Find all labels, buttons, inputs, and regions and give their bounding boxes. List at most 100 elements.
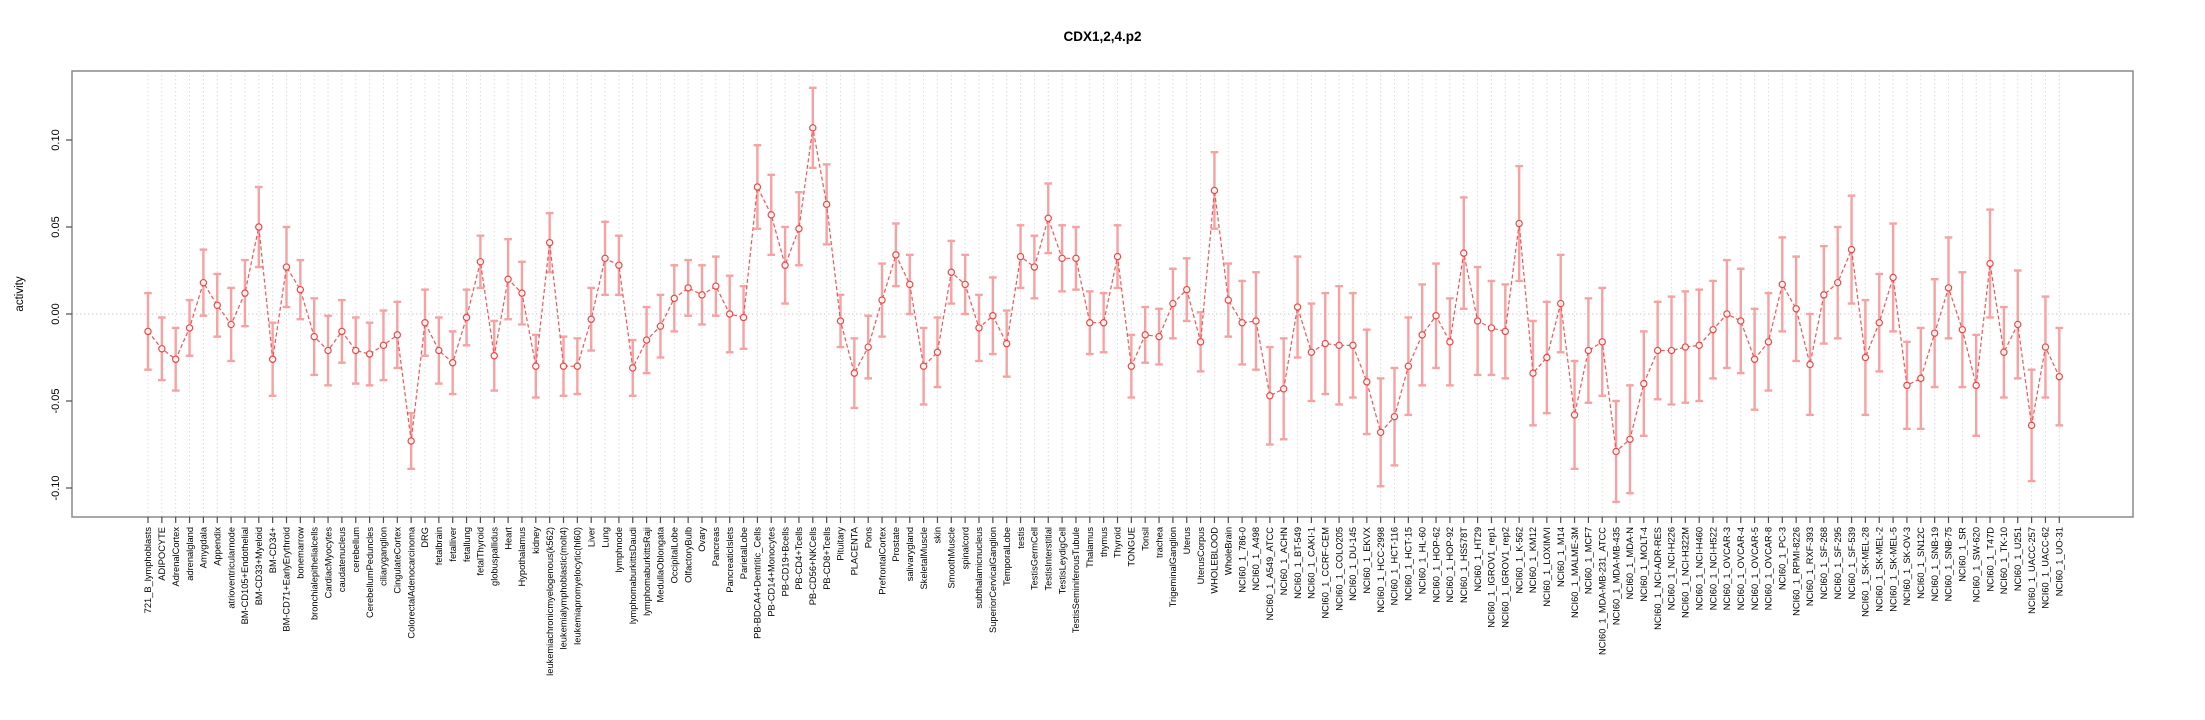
x-axis-label: testis — [1016, 527, 1026, 549]
data-point-marker — [1764, 338, 1773, 346]
data-point-marker — [255, 223, 263, 231]
x-axis-label: NCI60_1_BT-549 — [1293, 527, 1303, 599]
x-axis-label: PancreaticIslets — [725, 527, 735, 593]
data-point-marker — [1099, 319, 1108, 327]
x-axis-label: TestisGermCell — [1030, 527, 1040, 590]
data-point-marker — [518, 289, 526, 297]
data-point-marker — [864, 343, 872, 351]
data-point-marker — [199, 278, 208, 287]
x-axis-label: ColorectalAdenocarcinoma — [406, 526, 416, 638]
x-axis-label: lymphomaburkittsRaji — [642, 527, 652, 616]
data-point-marker — [144, 327, 152, 336]
x-axis-label: Hypothalamus — [517, 527, 527, 587]
data-point-marker — [1169, 299, 1177, 308]
x-axis-label: Pituitary — [836, 527, 846, 561]
data-point-marker — [171, 355, 180, 363]
x-axis-label: Pancreas — [711, 527, 721, 567]
data-point-marker — [1113, 252, 1122, 261]
data-point-marker — [379, 341, 388, 350]
data-point-marker — [947, 268, 956, 276]
data-point-marker — [462, 313, 471, 322]
x-axis-label: cerebellum — [351, 527, 361, 573]
x-axis-label: fetalliver — [448, 527, 458, 562]
x-axis-label: NCI60_1_U251 — [2013, 527, 2023, 591]
x-axis-label: DRG — [420, 527, 430, 548]
x-axis-label: NCI60_1_SF-539 — [1847, 527, 1857, 599]
data-point-marker — [545, 238, 554, 247]
x-axis-label: atrioventricularnode — [226, 527, 236, 609]
x-axis-label: NCI60_1_UO-31 — [2055, 527, 2065, 596]
data-point-marker — [684, 284, 692, 292]
x-axis-label: PB-CD8+Tcells — [822, 527, 832, 590]
x-axis-label: NCI60_1_NCI-H226 — [1667, 527, 1677, 610]
data-point-marker — [268, 355, 277, 363]
x-axis-label: AdrenalCortex — [171, 527, 181, 587]
chart-title: CDX1,2,4.p2 — [1063, 29, 1142, 44]
x-axis-label: PLACENTA — [850, 526, 860, 575]
x-axis-label: NCI60_1_HS578T — [1459, 527, 1469, 603]
data-point-marker — [850, 369, 859, 377]
x-axis-label: fetalThyroid — [476, 527, 486, 576]
data-point-marker — [1917, 374, 1925, 383]
x-axis-label: TestisLeydigCell — [1057, 527, 1067, 594]
x-axis-label: bonemarrow — [296, 527, 306, 579]
x-axis-label: PrefrontalCortex — [877, 527, 887, 595]
data-point-marker — [1418, 331, 1426, 339]
x-axis-label: NCI60_1_SF-295 — [1833, 527, 1843, 599]
data-point-marker — [296, 285, 305, 294]
data-point-marker — [656, 322, 665, 330]
data-point-marker — [2014, 320, 2022, 329]
x-axis-label: Lung — [600, 527, 610, 548]
x-axis-label: NCI60_1_MCF7 — [1584, 527, 1594, 594]
x-axis-label: adrenalgland — [185, 527, 195, 581]
data-point-marker — [1570, 411, 1579, 419]
x-axis-label: NCI60_1_MDA-N — [1625, 527, 1635, 599]
data-point-marker — [878, 296, 886, 304]
x-axis-label: caudatenucleus — [337, 527, 347, 592]
data-point-marker — [1944, 284, 1953, 292]
data-point-marker — [975, 324, 983, 332]
data-point-marker — [1986, 259, 1994, 268]
data-point-marker — [795, 225, 803, 233]
data-point-marker — [1335, 341, 1343, 350]
data-point-marker — [227, 320, 235, 329]
data-point-marker — [1792, 305, 1800, 313]
data-point-marker — [1030, 263, 1039, 271]
data-point-marker — [310, 332, 318, 341]
x-axis-label: leukemiachronicmyelogenous(k562) — [545, 527, 555, 676]
data-point-marker — [933, 348, 942, 356]
x-axis-label: trachea — [1154, 526, 1164, 558]
data-point-marker — [1446, 338, 1454, 346]
x-axis-label: NCI60_1_EKVX — [1362, 527, 1372, 594]
data-point-marker — [282, 263, 291, 271]
x-axis-label: fetalbrain — [434, 527, 444, 565]
data-point-marker — [892, 251, 900, 259]
x-axis-label: NCI60_1_MALME-3M — [1570, 527, 1580, 618]
data-point-marker — [2027, 421, 2036, 430]
x-axis-label: Thyroid — [1113, 527, 1123, 558]
data-point-marker — [670, 294, 679, 303]
data-point-marker — [1293, 303, 1302, 311]
x-axis-label: NCI60_1_T47D — [1985, 527, 1995, 592]
x-axis-label: NCI60_1_HCC-2998 — [1376, 527, 1386, 613]
x-axis-label: NCI60_1_NCI-ADR-RES — [1653, 527, 1663, 630]
x-axis-label: fetallung — [462, 527, 472, 562]
data-point-marker — [1806, 360, 1814, 369]
data-point-marker — [1183, 285, 1191, 294]
data-point-marker — [1003, 339, 1011, 348]
x-axis-label: WholeBrain — [1224, 527, 1234, 575]
x-axis-label: NCI60_1_UACC-257 — [2027, 527, 2037, 614]
data-point-marker — [1086, 319, 1094, 327]
data-point-marker — [1044, 214, 1052, 222]
x-axis-label: NCI60_1_HOP-92 — [1445, 527, 1455, 602]
x-axis-label: skin — [933, 527, 943, 544]
x-axis-label: Thalamus — [1085, 527, 1095, 568]
x-axis-label: NCI60_1_KM12 — [1528, 527, 1538, 593]
data-point-marker — [989, 312, 997, 320]
x-axis-label: lymphomaburkittsDaudi — [628, 527, 638, 624]
x-axis-label: NCI60_1_786-0 — [1237, 527, 1247, 593]
data-point-marker — [1390, 412, 1399, 421]
data-point-marker — [1737, 317, 1745, 325]
data-point-marker — [961, 280, 969, 289]
x-axis-label: bronchialepithelialcells — [309, 527, 319, 620]
